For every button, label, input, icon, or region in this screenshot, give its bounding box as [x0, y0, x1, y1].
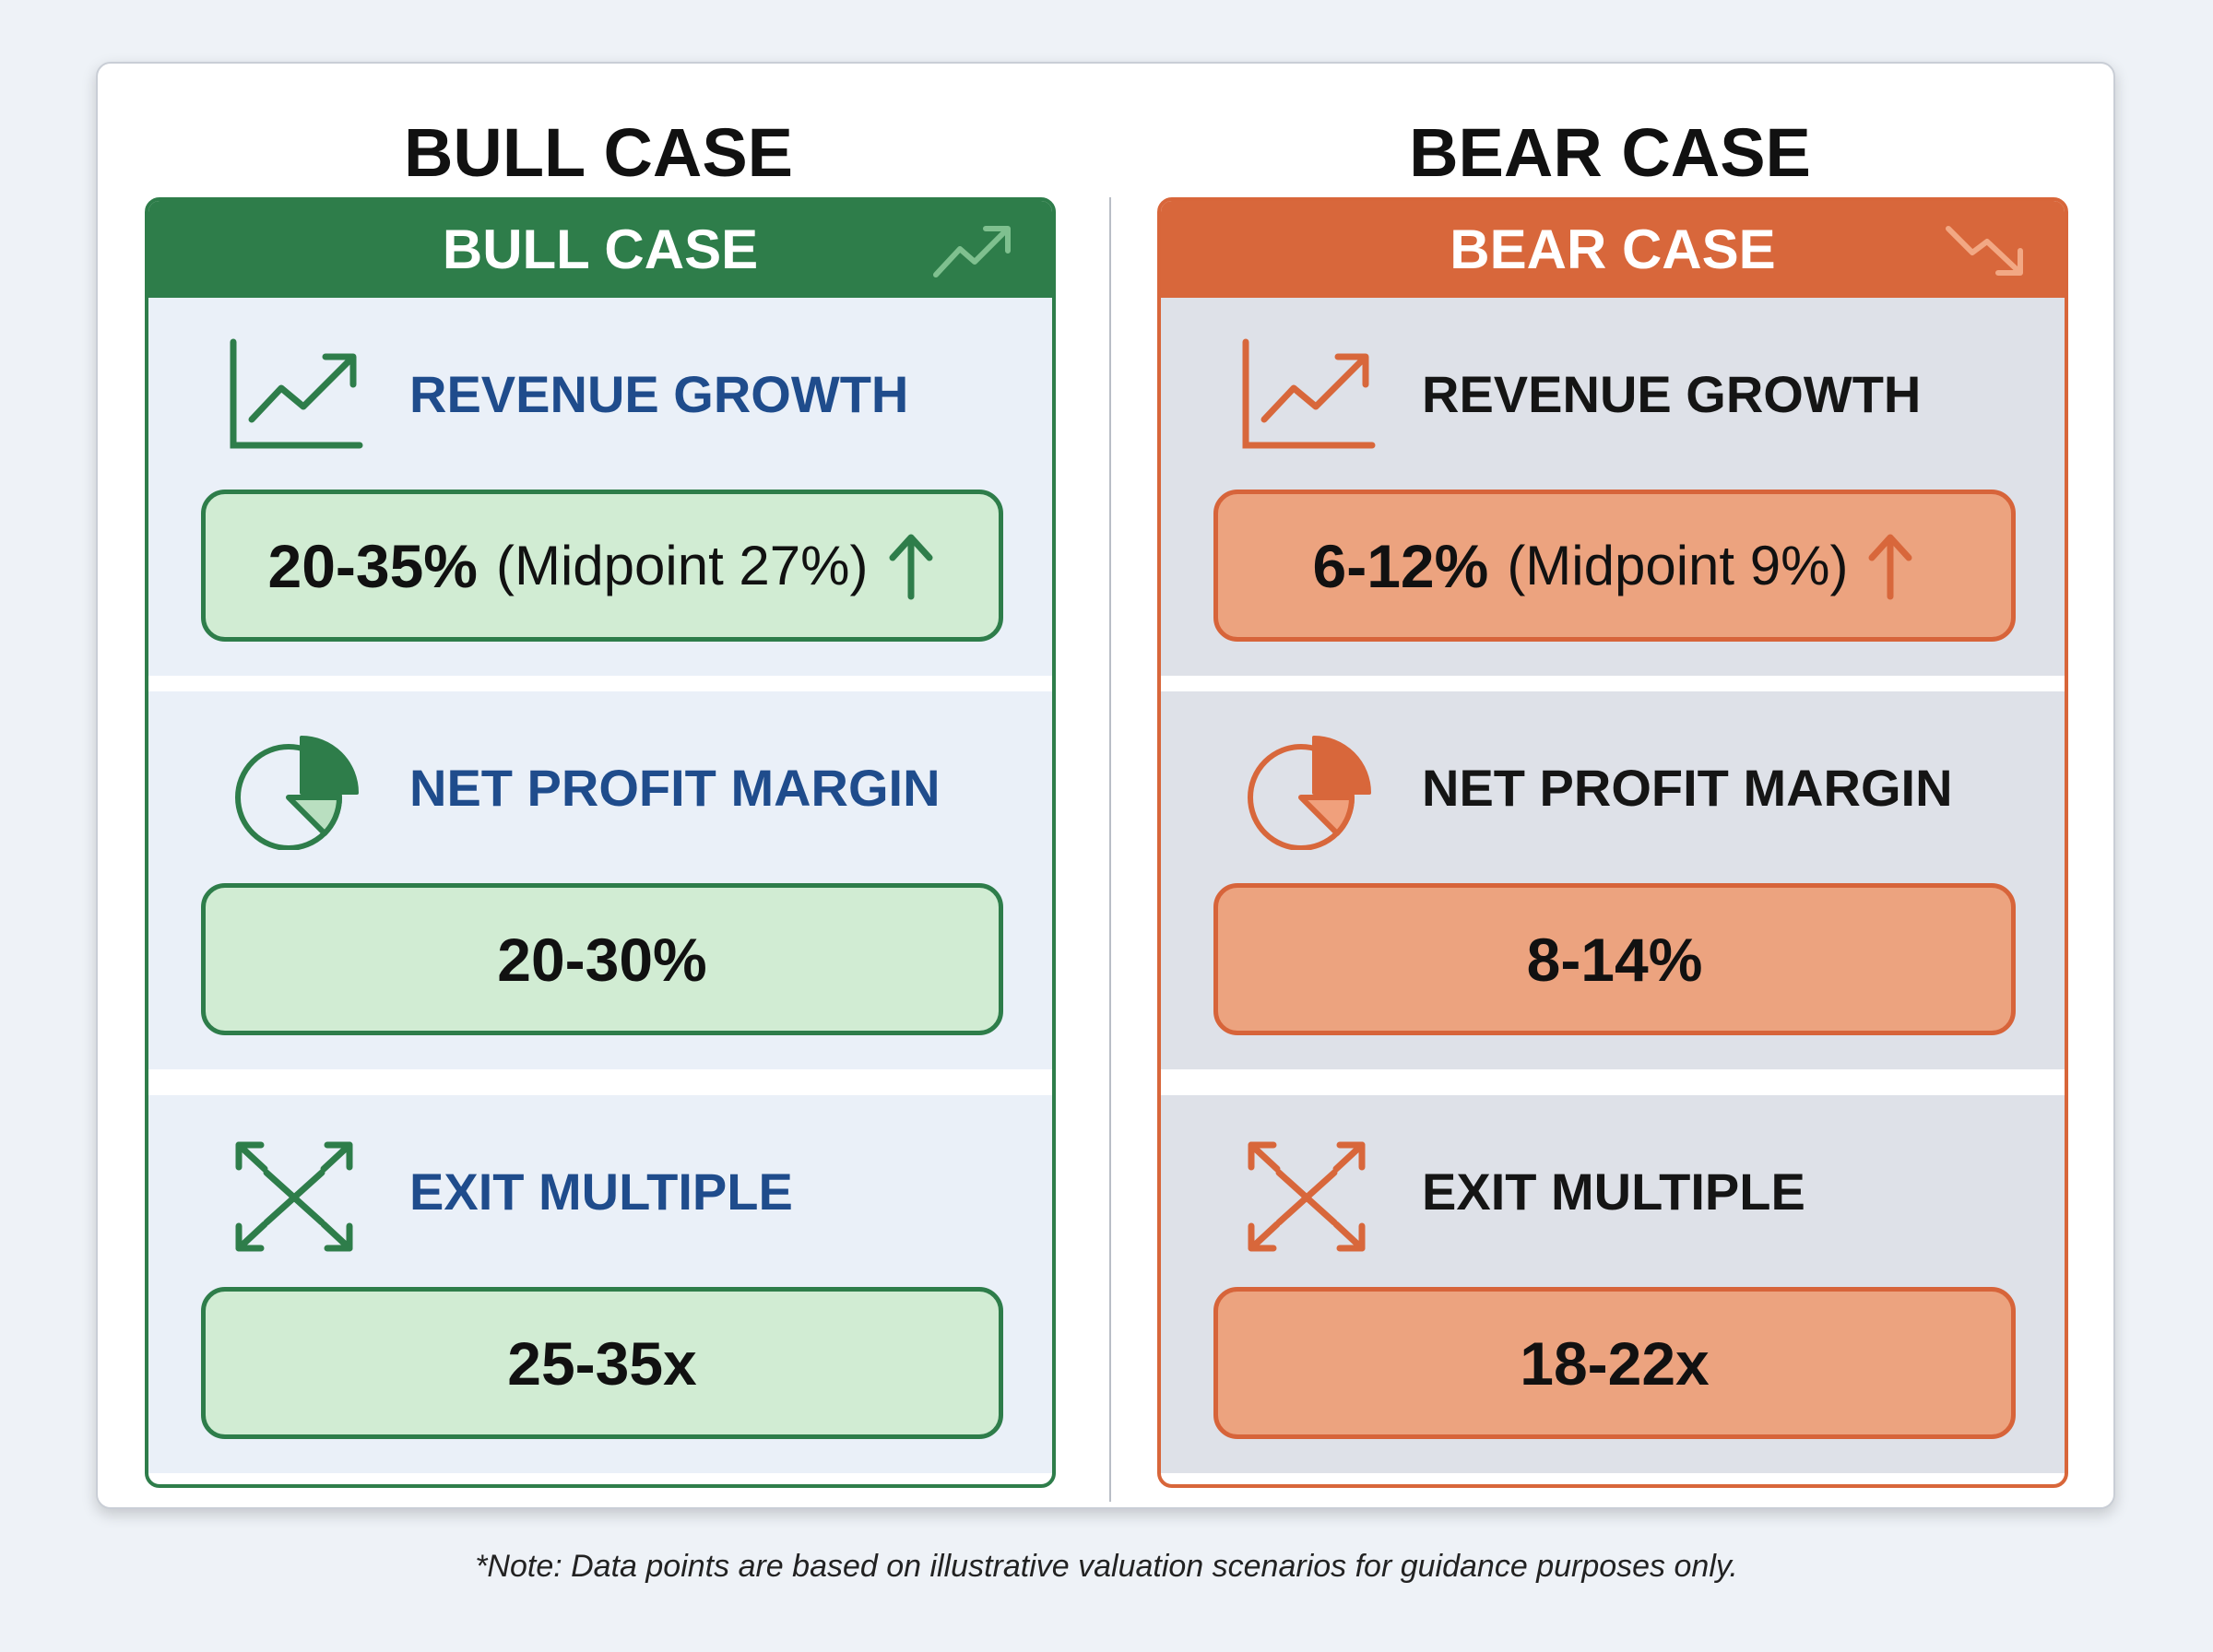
footnote: *Note: Data points are based on illustra…	[475, 1549, 1738, 1584]
bear-panel-header-label: BEAR CASE	[1450, 218, 1776, 280]
bull-case-panel: BULL CASE REVENUE GROWTH 20-35% (Midpoin…	[145, 197, 1056, 1488]
exit-multiple-value: 25-35x	[507, 1328, 697, 1398]
net-profit-margin-label: NET PROFIT MARGIN	[409, 759, 941, 817]
line-chart-icon	[230, 338, 363, 449]
bull-net-profit-margin-section: NET PROFIT MARGIN 20-30%	[148, 691, 1052, 1069]
net-profit-margin-value: 20-30%	[497, 925, 707, 994]
bull-panel-header: BULL CASE	[148, 201, 1052, 298]
column-divider	[1109, 197, 1111, 1502]
bull-revenue-growth-section: REVENUE GROWTH 20-35% (Midpoint 27%)	[148, 298, 1052, 676]
bear-panel-header: BEAR CASE	[1161, 201, 2065, 298]
exit-multiple-value: 18-22x	[1520, 1328, 1710, 1398]
bear-case-panel: BEAR CASE REVENUE GROWTH 6-12% (Midpoint…	[1157, 197, 2068, 1488]
pie-chart-icon	[235, 736, 359, 850]
trend-up-icon	[933, 226, 1011, 277]
bear-net-profit-margin-section: NET PROFIT MARGIN 8-14%	[1161, 691, 2065, 1069]
exit-multiple-value-box: 25-35x	[201, 1287, 1003, 1439]
revenue-growth-range: 6-12%	[1312, 531, 1489, 600]
bear-case-title: BEAR CASE	[1409, 114, 1811, 191]
revenue-growth-value-box: 6-12% (Midpoint 9%)	[1213, 490, 2016, 642]
up-arrow-icon	[889, 534, 932, 599]
revenue-growth-midpoint: (Midpoint 27%)	[495, 535, 869, 596]
bull-panel-header-label: BULL CASE	[442, 218, 759, 280]
net-profit-margin-label: NET PROFIT MARGIN	[1422, 759, 1953, 817]
revenue-growth-label: REVENUE GROWTH	[1422, 365, 1922, 423]
up-arrow-icon	[1868, 534, 1912, 599]
net-profit-margin-value-box: 8-14%	[1213, 883, 2016, 1035]
revenue-growth-label: REVENUE GROWTH	[409, 365, 909, 423]
revenue-growth-value-box: 20-35% (Midpoint 27%)	[201, 490, 1003, 642]
exit-multiple-label: EXIT MULTIPLE	[409, 1162, 793, 1221]
exit-multiple-value-box: 18-22x	[1213, 1287, 2016, 1439]
net-profit-margin-value: 8-14%	[1526, 925, 1703, 994]
line-chart-icon	[1242, 338, 1376, 449]
exit-multiple-label: EXIT MULTIPLE	[1422, 1162, 1805, 1221]
comparison-card: BULL CASE BEAR CASE BULL CASE REVENUE GR…	[96, 62, 2115, 1509]
net-profit-margin-value-box: 20-30%	[201, 883, 1003, 1035]
expand-arrows-icon	[235, 1141, 353, 1252]
expand-arrows-icon	[1248, 1141, 1366, 1252]
pie-chart-icon	[1248, 736, 1371, 850]
bull-exit-multiple-section: EXIT MULTIPLE 25-35x	[148, 1095, 1052, 1473]
bear-exit-multiple-section: EXIT MULTIPLE 18-22x	[1161, 1095, 2065, 1473]
revenue-growth-midpoint: (Midpoint 9%)	[1507, 535, 1849, 596]
bull-case-title: BULL CASE	[403, 114, 794, 191]
trend-down-icon	[1946, 226, 2023, 276]
revenue-growth-range: 20-35%	[267, 531, 478, 600]
bear-revenue-growth-section: REVENUE GROWTH 6-12% (Midpoint 9%)	[1161, 298, 2065, 676]
